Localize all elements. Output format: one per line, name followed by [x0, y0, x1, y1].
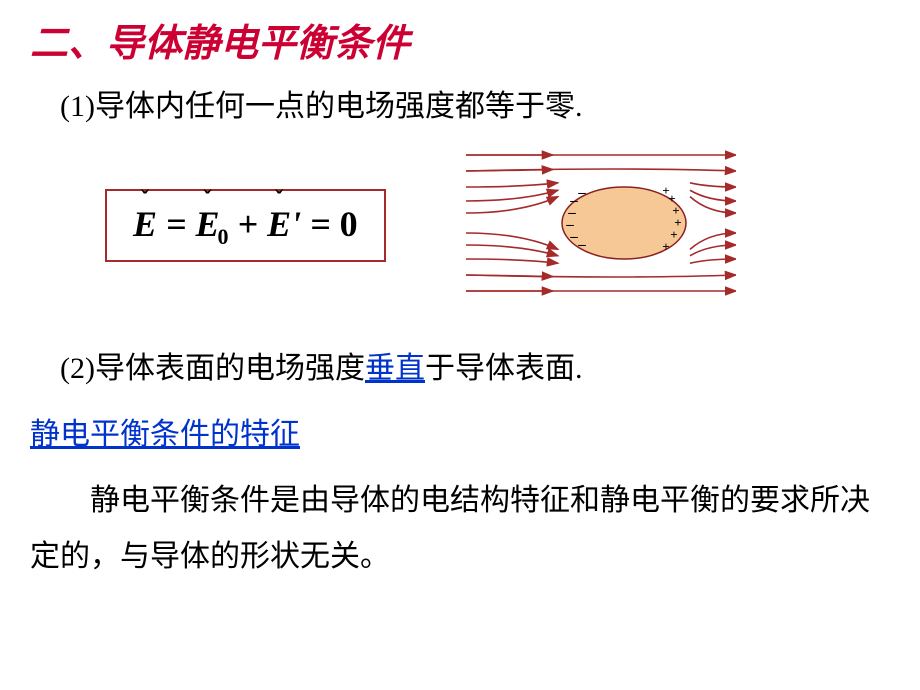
svg-text:–: –: [577, 185, 586, 201]
subtitle: 静电平衡条件的特征: [30, 409, 890, 453]
svg-text:+: +: [662, 239, 669, 254]
body-text: 静电平衡条件是由导体的电结构特征和静电平衡的要求所决定的，与导体的形状无关。: [30, 473, 890, 584]
field-diagram: ––––––++++++: [466, 143, 736, 308]
prime-mark: ': [291, 204, 301, 244]
svg-text:+: +: [662, 183, 669, 198]
point2-after: 于导体表面.: [425, 352, 583, 385]
Eprime-vector: E: [267, 203, 291, 245]
equals-2: =: [301, 204, 340, 244]
svg-text:–: –: [569, 229, 578, 245]
formula-equation: E = E0 + E' = 0: [133, 204, 358, 244]
point-1: (1)导体内任何一点的电场强度都等于零.: [60, 81, 890, 125]
svg-text:–: –: [577, 237, 586, 253]
point2-before: (2)导体表面的电场强度: [60, 352, 365, 385]
section-title: 二、导体静电平衡条件: [30, 12, 890, 67]
point-2: (2)导体表面的电场强度垂直于导体表面.: [60, 343, 890, 387]
zero: 0: [340, 204, 358, 244]
equals-1: =: [157, 204, 196, 244]
E0-vector: E: [196, 203, 220, 245]
plus: +: [229, 204, 268, 244]
svg-text:+: +: [670, 227, 677, 242]
point2-underline: 垂直: [365, 352, 425, 385]
E-vector: E: [133, 203, 157, 245]
formula-row: E = E0 + E' = 0 ––––––++++++: [105, 143, 890, 308]
formula-box: E = E0 + E' = 0: [105, 189, 386, 262]
